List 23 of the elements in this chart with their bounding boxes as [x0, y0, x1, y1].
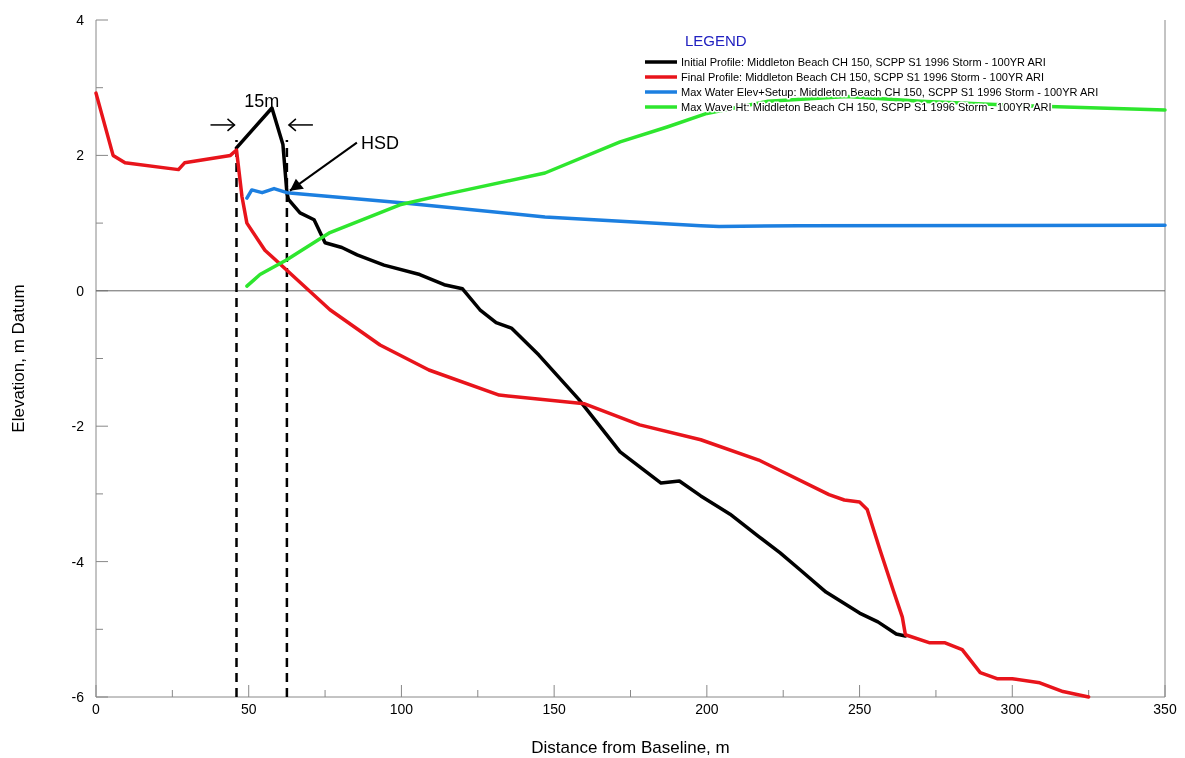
legend-label: Final Profile: Middleton Beach CH 150, SCPP S1 1996 Storm - 100YR ARI [681, 71, 1044, 83]
annotation: 15m [244, 90, 280, 111]
x-tick-label: 100 [389, 701, 414, 717]
y-tick-label: 4 [76, 12, 85, 28]
y-tick-label: 0 [76, 282, 85, 299]
y-tick-label: -6 [71, 689, 85, 705]
x-tick-label: 200 [695, 701, 719, 717]
y-axis-title: Elevation, m Datum [9, 284, 28, 433]
x-tick-label: 300 [1000, 701, 1025, 717]
x-tick-label: 150 [542, 701, 567, 717]
x-tick-label: 350 [1153, 701, 1177, 717]
x-tick-label: 0 [92, 701, 101, 717]
legend-label: Initial Profile: Middleton Beach CH 150, SCPP S1 1996 Storm - 100YR ARI [681, 56, 1046, 68]
x-tick-label: 50 [240, 701, 257, 717]
y-tick-label: 2 [76, 147, 85, 164]
x-tick-label: 250 [847, 701, 872, 717]
x-axis-title: Distance from Baseline, m [531, 738, 730, 757]
annotation: HSD [360, 132, 399, 153]
y-tick-label: -2 [71, 418, 85, 435]
legend-title: LEGEND [685, 32, 747, 49]
y-tick-label: -4 [71, 553, 85, 570]
line-series [245, 186, 1167, 229]
legend-label: Max Water Elev+Setup: Middleton Beach CH 150, SCPP S1 1996 Storm - 100YR ARI [681, 86, 1099, 98]
